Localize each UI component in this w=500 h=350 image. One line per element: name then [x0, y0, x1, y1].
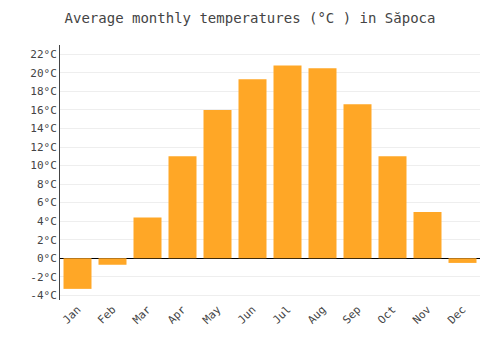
- svg-text:Oct: Oct: [375, 303, 398, 326]
- svg-text:Dec: Dec: [445, 303, 468, 326]
- svg-text:12°C: 12°C: [30, 141, 57, 154]
- svg-text:6°C: 6°C: [37, 196, 57, 209]
- svg-text:May: May: [200, 303, 224, 327]
- svg-text:-4°C: -4°C: [30, 289, 57, 302]
- svg-text:Jun: Jun: [235, 303, 258, 326]
- svg-text:20°C: 20°C: [30, 67, 57, 80]
- svg-text:Nov: Nov: [410, 303, 434, 327]
- svg-text:0°C: 0°C: [37, 252, 57, 265]
- svg-text:14°C: 14°C: [30, 122, 57, 135]
- svg-text:10°C: 10°C: [30, 159, 57, 172]
- svg-text:Average monthly temperatures (: Average monthly temperatures (°C ) in Să…: [65, 10, 436, 26]
- svg-text:-2°C: -2°C: [30, 271, 57, 284]
- svg-text:Apr: Apr: [165, 303, 189, 327]
- svg-text:Jan: Jan: [60, 303, 83, 326]
- svg-text:22°C: 22°C: [30, 48, 57, 61]
- svg-text:Mar: Mar: [130, 303, 154, 327]
- svg-text:4°C: 4°C: [37, 215, 57, 228]
- svg-text:16°C: 16°C: [30, 104, 57, 117]
- svg-text:Sep: Sep: [340, 303, 363, 326]
- svg-text:18°C: 18°C: [30, 85, 57, 98]
- svg-text:Jul: Jul: [270, 303, 293, 326]
- svg-text:2°C: 2°C: [37, 234, 57, 247]
- svg-text:8°C: 8°C: [37, 178, 57, 191]
- svg-text:Feb: Feb: [95, 303, 118, 326]
- svg-text:Aug: Aug: [305, 303, 328, 326]
